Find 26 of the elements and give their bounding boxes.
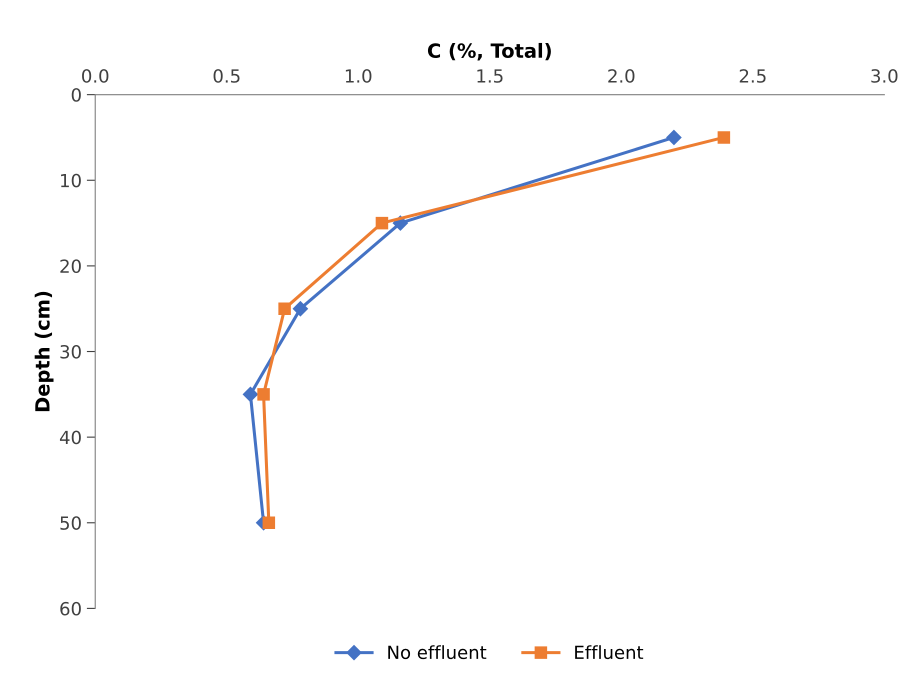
legend-label: Effluent xyxy=(575,645,644,660)
y-tick-label: 50 xyxy=(60,516,81,530)
x-axis-title: C (%, Total) xyxy=(428,42,551,60)
point xyxy=(242,386,258,402)
y-tick-label: 40 xyxy=(60,430,81,444)
x-tick-label: 2.0 xyxy=(608,69,634,83)
legend-label: No effluent xyxy=(388,645,486,660)
point xyxy=(262,516,276,530)
y-tick-label: 20 xyxy=(60,259,81,274)
x-tick-label: 1.0 xyxy=(346,69,372,83)
x-tick-label: 1.5 xyxy=(477,69,503,83)
y-tick-label: 10 xyxy=(61,174,81,188)
y-tick-label: 60 xyxy=(60,602,81,616)
x-tick-label: 0.0 xyxy=(82,69,108,83)
x-tick-label: 2.5 xyxy=(740,69,766,83)
point xyxy=(278,302,291,315)
x-tick-label: 0.5 xyxy=(214,69,240,83)
point xyxy=(292,301,308,316)
point xyxy=(718,131,730,144)
x-tick-label: 3.0 xyxy=(871,69,898,83)
y-tick-label: 0 xyxy=(72,88,81,102)
point xyxy=(376,216,388,230)
y-axis-title: Depth (cm) xyxy=(34,292,54,412)
y-tick-label: 30 xyxy=(60,344,81,359)
point xyxy=(666,130,682,146)
point xyxy=(257,388,270,401)
